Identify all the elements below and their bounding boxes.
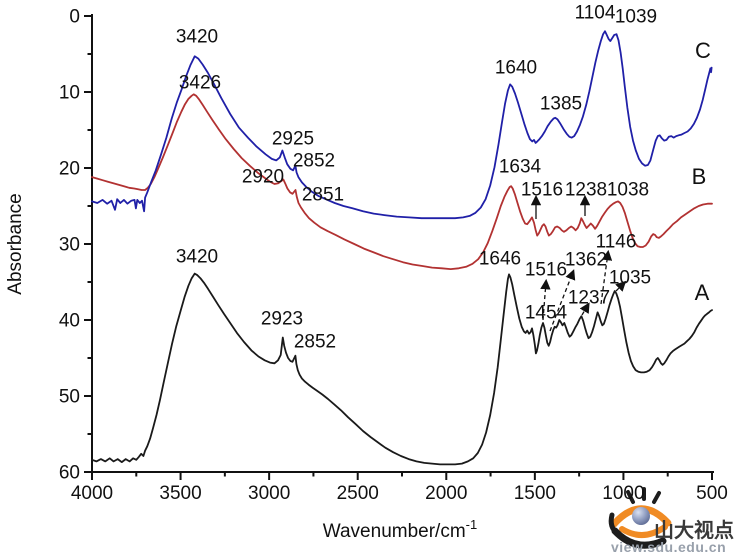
sdu-viewpoint-logo-icon: [608, 487, 672, 549]
peak-label: 2925: [272, 129, 314, 150]
peak-arrow: [615, 280, 627, 292]
spectrum-curve-c: [91, 30, 713, 220]
series-label-b: B: [692, 164, 707, 189]
peak-label: 1362: [565, 250, 607, 271]
x-tick-label: 2500: [337, 483, 379, 504]
y-tick-label: 0: [69, 7, 80, 28]
peak-label: 1516: [525, 260, 567, 281]
peak-label: 1640: [495, 58, 537, 79]
x-tick-label: 3000: [248, 483, 290, 504]
series-label-c: C: [695, 38, 711, 63]
y-tick-label: 40: [59, 311, 80, 332]
x-axis-title: Wavenumber/cm-1: [323, 517, 477, 542]
peak-label: 1646: [479, 249, 521, 270]
x-tick-label: 1000: [602, 483, 644, 504]
peak-label: 1039: [615, 7, 657, 28]
watermark-url-text: view.sdu.edu.cn: [611, 539, 726, 555]
peak-label: 1146: [596, 232, 637, 253]
spectra-curves: [91, 30, 713, 466]
peak-label: 1238: [565, 180, 607, 201]
peak-label: 1237: [568, 288, 610, 309]
axes: [84, 14, 714, 480]
peak-label: 1038: [607, 180, 649, 201]
x-tick-label: 2000: [425, 483, 467, 504]
peak-label: 2923: [261, 309, 303, 330]
y-tick-label: 50: [59, 387, 80, 408]
peak-arrow: [600, 249, 613, 305]
x-tick-label: 1500: [514, 483, 556, 504]
y-tick-label: 60: [59, 463, 80, 484]
peak-label: 3420: [176, 247, 218, 268]
peak-label: 3426: [179, 73, 221, 94]
peak-label: 1634: [499, 157, 542, 178]
x-tick-label: 3500: [159, 483, 201, 504]
peak-label: 2851: [302, 185, 344, 206]
watermark: 山大视点 view.sdu.edu.cn: [608, 487, 734, 555]
spectrum-curve-a: [91, 272, 713, 466]
peak-label: 1454: [525, 303, 568, 324]
peak-label: 1385: [540, 94, 582, 115]
peak-label: 2852: [294, 332, 336, 353]
peak-label: 2852: [293, 151, 335, 172]
peak-label: 2920: [242, 167, 284, 188]
peak-arrow: [549, 269, 576, 332]
peak-label: 3420: [176, 27, 218, 48]
y-tick-label: 10: [59, 83, 80, 104]
peak-label: 1035: [609, 268, 651, 289]
peak-arrow: [579, 302, 590, 316]
y-tick-label: 30: [59, 235, 80, 256]
series-label-a: A: [695, 280, 710, 305]
x-tick-label: 4000: [71, 483, 113, 504]
tick-labels: 4000 3500 3000 2500 2000 1500 1000 500 0 10 20 30 40…: [59, 7, 728, 505]
y-axis-title: Absorbance: [5, 193, 26, 294]
spectrum-curve-b: [91, 93, 713, 271]
peak-label: 1516: [521, 180, 563, 201]
peak-label: 1104: [575, 3, 616, 24]
x-tick-label: 500: [696, 483, 728, 504]
watermark-brand-text: 山大视点: [654, 519, 734, 542]
peak-arrow: [540, 278, 551, 321]
y-tick-label: 20: [59, 159, 80, 180]
